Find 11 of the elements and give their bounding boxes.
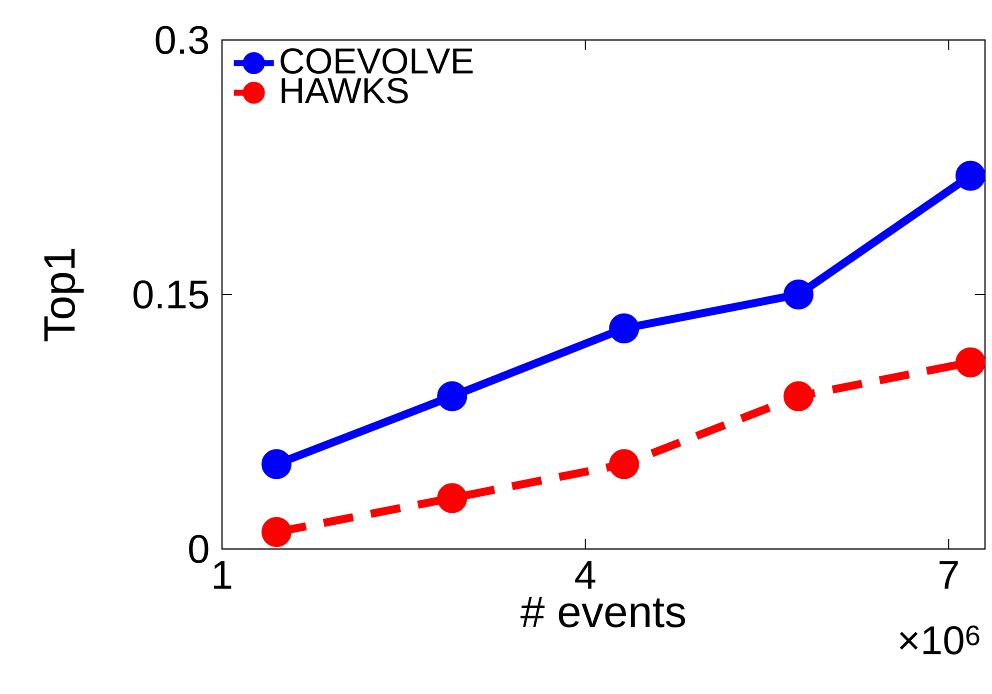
legend-label: COEVOLVE [280, 48, 473, 74]
legend-label: HAWKS [282, 78, 408, 104]
y-tick-label: 0 [189, 534, 208, 564]
text: ×10$^{6}$ [900, 626, 980, 654]
x-tick-label: 7 [940, 561, 958, 589]
y-tick-label: 0.3 [156, 26, 208, 54]
x-tick-label: 1 [214, 561, 232, 589]
x-axis-title: # events [520, 596, 686, 628]
y-tick-label: 0.15 [134, 280, 208, 309]
y-axis-title: Top1 [44, 248, 84, 342]
x-tick-label: 4 [575, 561, 596, 589]
